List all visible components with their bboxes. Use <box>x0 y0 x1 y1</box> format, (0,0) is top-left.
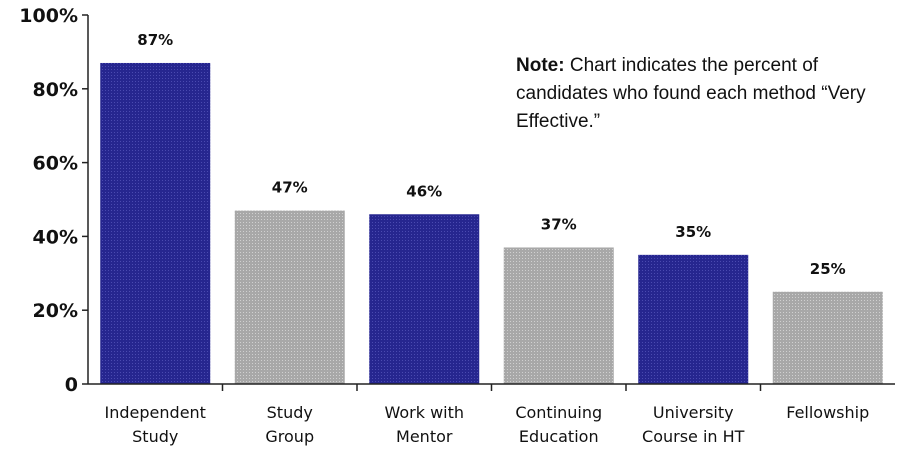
axis-layer <box>82 14 895 391</box>
y-tick-label: 40% <box>33 226 78 248</box>
bar <box>638 254 749 384</box>
y-tick-label: 100% <box>19 5 78 27</box>
x-category-label: Study <box>132 427 178 446</box>
bar-data-label: 25% <box>810 260 846 278</box>
bar <box>772 291 883 384</box>
bar-data-label: 87% <box>137 31 173 49</box>
x-category-label: Course in HT <box>642 427 745 446</box>
x-category-label: Group <box>265 427 314 446</box>
x-category-label: University <box>653 403 734 422</box>
bar-data-label: 46% <box>406 182 442 200</box>
y-tick-label: 20% <box>33 300 78 322</box>
bar <box>503 247 614 384</box>
x-category-label: Work with <box>384 403 464 422</box>
x-category-label: Fellowship <box>786 403 869 422</box>
bar <box>234 210 345 384</box>
y-tick-label: 60% <box>33 153 78 175</box>
x-category-label: Mentor <box>396 427 453 446</box>
labels-layer: 0 20% 40% 60% 80% 100% 87% Independent Study 47% S… <box>19 5 869 446</box>
y-tick-label: 0 <box>65 374 78 396</box>
x-category-label: Independent <box>105 403 206 422</box>
bar-data-label: 35% <box>675 223 711 241</box>
note-text: Chart indicates the percent of candidate… <box>516 55 866 132</box>
x-category-label: Continuing <box>515 403 602 422</box>
x-category-label: Study <box>267 403 313 422</box>
bar <box>100 62 211 384</box>
note-label: Note: <box>516 55 565 76</box>
bar-data-label: 37% <box>541 215 577 233</box>
bar-data-label: 47% <box>272 179 308 197</box>
chart-note: Note: Chart indicates the percent of can… <box>516 52 886 136</box>
bar <box>369 214 480 384</box>
bars-layer <box>100 62 883 384</box>
x-category-label: Education <box>519 427 599 446</box>
y-tick-label: 80% <box>33 79 78 101</box>
